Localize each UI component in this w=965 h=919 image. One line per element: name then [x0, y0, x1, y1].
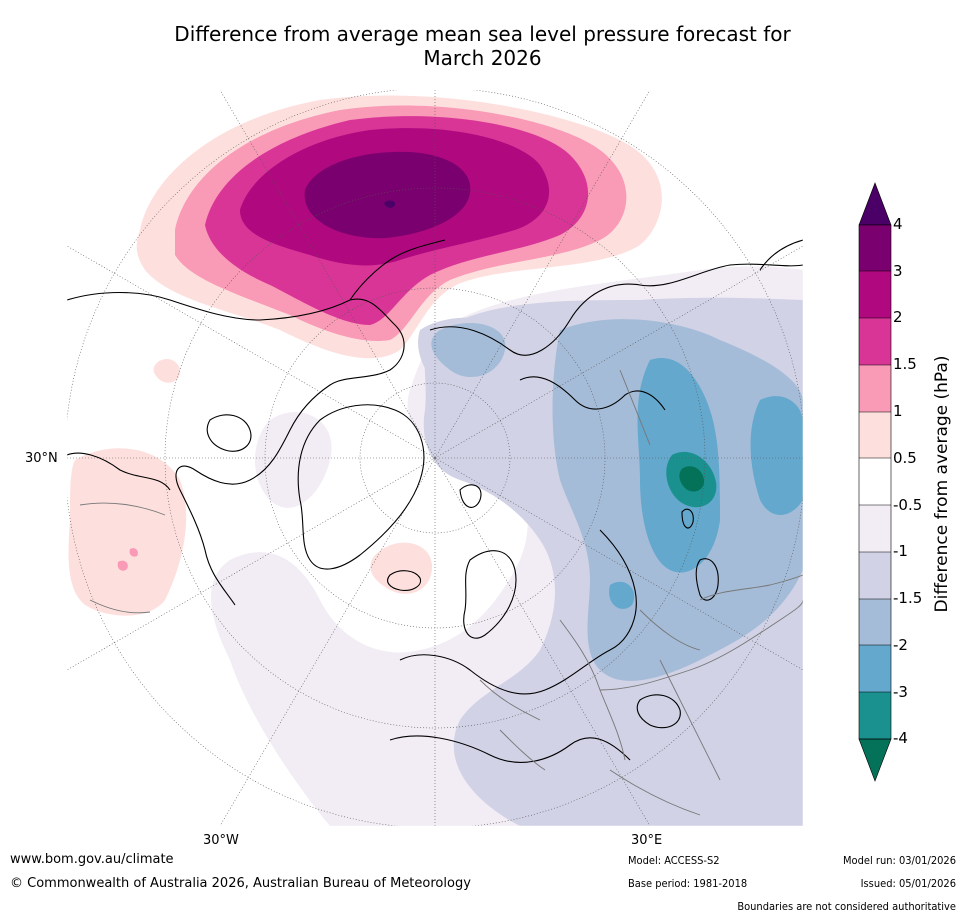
footer-issued: Issued: 05/01/2026 [860, 877, 956, 890]
colorbar-band-0.5-to-1 [859, 412, 891, 458]
footer-boundaries-note: Boundaries are not considered authoritat… [737, 900, 956, 913]
coast-arctic-islands [459, 484, 482, 508]
colorbar-extend-bottom [858, 738, 892, 782]
pressure-anomaly-map [67, 90, 803, 826]
contour-plus-4 [384, 200, 396, 208]
colorbar-title: Difference from average (hPa) [932, 355, 952, 613]
colorbar-band-minus-0.5-to-minus-1 [859, 505, 891, 552]
meridian-150e [434, 90, 651, 459]
footer-base-period: Base period: 1981-2018 [628, 877, 748, 890]
colorbar-band-minus-2-to-minus-3 [859, 645, 891, 692]
contour-minus-2-east [750, 396, 803, 515]
coast-lake-baikal [681, 508, 694, 529]
colorbar-band-minus-1-to-minus-1.5 [859, 552, 891, 599]
colorbar-tick: -4 [893, 729, 908, 747]
coast-iceland [387, 570, 422, 591]
colorbar-extend-top [858, 182, 892, 226]
colorbar-band-3-to-4 [859, 225, 891, 271]
contour-minus-0.5-arctic [255, 412, 332, 508]
coast-caspian [695, 558, 719, 601]
contour-plus-0.5-north-sea [153, 358, 181, 383]
meridian-30w [219, 457, 436, 826]
footer-model: Model: ACCESS-S2 [628, 854, 720, 867]
boundary-canada-us [79, 502, 166, 516]
colorbar-tick: 2 [893, 308, 903, 326]
coast-north-america [67, 292, 405, 606]
map-title-line2: March 2026 [423, 46, 542, 70]
colorbar-tick: -0.5 [893, 496, 923, 514]
contour-plus-1-atlantic-2 [129, 548, 138, 557]
longitude-label-30e: 30°E [631, 833, 663, 848]
colorbar-tick: 1 [893, 402, 903, 420]
boundary-kazakhstan [639, 609, 701, 651]
colorbar-tick: 3 [893, 262, 903, 280]
coastlines [67, 239, 803, 763]
coast-asia-east [759, 239, 803, 271]
coast-greenland [297, 404, 425, 570]
colorbar-band-2-to-3 [859, 271, 891, 318]
map-frame [66, 89, 804, 827]
colorbar-tick: -1.5 [893, 589, 923, 607]
footer-url[interactable]: www.bom.gov.au/climate [10, 852, 174, 867]
coast-russia-north [519, 376, 666, 411]
contour-plus-0.5-greenland-sea [370, 542, 433, 594]
colorbar-band-1-to-1.5 [859, 365, 891, 412]
footer-model-run: Model run: 03/01/2026 [843, 854, 956, 867]
graticule [67, 90, 803, 826]
boundary-mexico-us [89, 599, 151, 614]
coast-mediterranean [389, 735, 631, 763]
meridian-30e [434, 457, 651, 826]
contour-plus-0.5-atlantic [68, 448, 187, 616]
colorbar [858, 182, 892, 782]
boundary-russia-west [559, 619, 626, 761]
colorbar-tick: 1.5 [893, 355, 917, 373]
boundary-europe-1 [479, 679, 541, 721]
latitude-circle-30 [164, 187, 706, 729]
colorbar-tick: 0.5 [893, 449, 917, 467]
meridian-150w [219, 90, 436, 459]
colorbar-tick: -1 [893, 542, 908, 560]
colorbar-band-minus-1.5-to-minus-2 [859, 599, 891, 645]
boundary-central-asia [659, 659, 721, 781]
latitude-circle-60 [359, 382, 511, 534]
contour-plus-3 [304, 151, 471, 239]
political-boundaries [79, 369, 803, 816]
coast-alaska [349, 239, 446, 301]
boundary-russia-east [619, 369, 651, 446]
colorbar-band-minus-3-to-minus-4 [859, 692, 891, 739]
coast-scandinavia [463, 550, 517, 639]
coast-siberia [429, 263, 803, 356]
contour-minus-4 [679, 466, 705, 492]
boundary-middle-east [609, 769, 701, 816]
colorbar-tick: -3 [893, 683, 908, 701]
map-title-line1: Difference from average mean sea level p… [174, 22, 791, 46]
colorbar-dividers [859, 270, 891, 693]
coast-black-sea [636, 694, 681, 729]
colorbar-outline [858, 224, 892, 740]
contour-plus-1-atlantic [117, 560, 128, 571]
colorbar-band-neutral [859, 458, 891, 505]
positive-anomaly-contours [68, 95, 662, 616]
boundary-europe-2 [499, 729, 546, 771]
contour-minus-2-south [609, 581, 635, 609]
footer-copyright: © Commonwealth of Australia 2026, Austra… [10, 876, 471, 891]
boundary-russia-south [599, 599, 803, 691]
latitude-label-30n: 30°N [25, 451, 58, 466]
colorbar-tick: 4 [893, 215, 903, 233]
contour-minus-1.5-north [431, 322, 506, 378]
colorbar-band-1.5-to-2 [859, 318, 891, 365]
coast-europe [399, 529, 637, 695]
coast-hudson-bay [206, 414, 252, 452]
colorbar-tick: -2 [893, 636, 908, 654]
longitude-label-30w: 30°W [203, 833, 239, 848]
boundary-china-mongolia [699, 574, 803, 601]
coast-us-west [67, 452, 171, 491]
